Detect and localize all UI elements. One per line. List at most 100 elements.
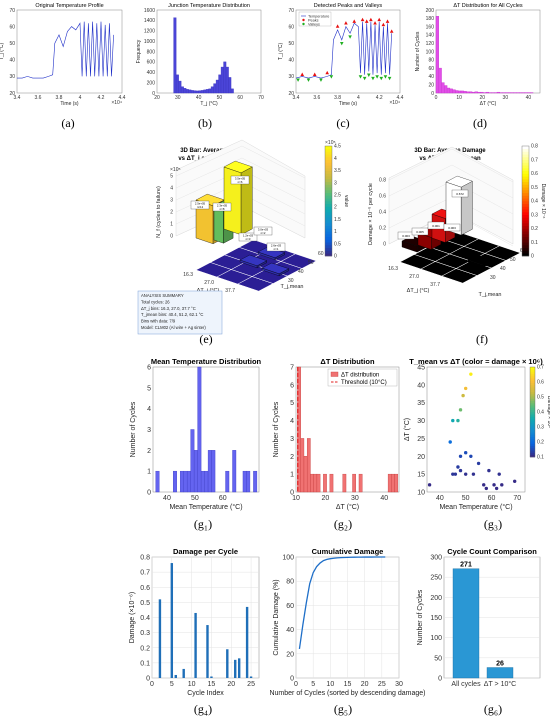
y-tick-label: 1 <box>147 469 151 476</box>
summary-line: T_jmean bins: 40.4, 51.2, 62.1 °C <box>141 312 203 317</box>
summary-line: ΔT_j bins: 16.3, 27.0, 37.7 °C <box>141 306 196 311</box>
histogram-bar <box>200 90 204 94</box>
damage-bar <box>237 658 241 678</box>
x-exponent-label: ×10⁴ <box>389 100 400 106</box>
colorbar-segment <box>530 398 535 402</box>
colorbar-segment <box>530 367 535 370</box>
colorbar-segment <box>522 148 529 152</box>
y-axis-label: Number of Cycles <box>130 401 137 457</box>
y-tick-label: 0.4 <box>140 615 150 622</box>
y-tick-label: 40 <box>298 269 304 275</box>
colorbar-segment <box>522 159 529 163</box>
bar-face-top <box>261 262 290 274</box>
histogram-bar <box>225 66 229 94</box>
colorbar-segment <box>325 184 332 188</box>
x-tick-label: 60 <box>219 495 227 502</box>
y-tick-label: 30 <box>288 74 294 80</box>
y-tick-label: 20 <box>428 83 434 89</box>
colorbar-segment <box>325 198 332 202</box>
bar-value-label: n=8 <box>220 207 225 211</box>
histogram-bar <box>197 366 202 493</box>
scatter-point <box>461 393 465 398</box>
y-tick-label: 60 <box>318 251 324 257</box>
bar-value-box <box>238 232 258 242</box>
histogram-bar <box>253 470 258 493</box>
peak-marker <box>352 19 357 23</box>
colorbar-segment <box>325 201 332 205</box>
colorbar-segment <box>530 414 535 417</box>
valley-marker <box>383 75 388 79</box>
bar-value-label: 0.005 <box>416 230 424 234</box>
peak-marker <box>335 24 340 28</box>
chart-cumulative-damage: Cumulative Damage 0 5 10 15 20 25 30 0 20 40 60 80 10… <box>269 547 425 697</box>
legend-label: Threshold (10°C) <box>341 380 387 386</box>
bar-value-label: 271 <box>460 562 472 569</box>
colorbar-segment <box>325 223 332 227</box>
histogram-bar <box>204 470 209 493</box>
colorbar-segment <box>530 412 535 415</box>
histogram-bar <box>207 450 212 493</box>
y-tick-label: 0 <box>290 676 294 683</box>
legend-label: Valleys <box>308 22 320 26</box>
legend-swatch <box>302 18 305 22</box>
x-axis-label: ΔT (°C) <box>480 101 497 107</box>
y-tick-label: 50 <box>288 41 294 47</box>
y-tick-label: 4 <box>147 406 151 413</box>
grid-line <box>241 145 306 179</box>
valley-marker <box>319 78 323 82</box>
y-tick-label: 0.6 <box>140 585 150 592</box>
bar-value-label: 0.003 <box>402 234 410 238</box>
histogram-bar <box>300 438 305 493</box>
colorbar-segment <box>530 418 535 422</box>
histogram-bar <box>466 91 470 94</box>
x-tick-label: 20 <box>479 95 485 101</box>
valley-marker <box>379 76 384 81</box>
y-tick-label: 40 <box>417 382 425 389</box>
colorbar-tick-label: 0.5 <box>334 241 341 247</box>
x-tick-label: 3.4 <box>14 95 21 101</box>
chart-title: Junction Temperature Distribution <box>168 3 250 9</box>
x-tick-label: 60 <box>237 95 243 101</box>
temperature-line <box>295 21 392 79</box>
colorbar-segment <box>530 452 535 456</box>
y-tick-label: 400 <box>147 70 156 76</box>
bar-value-label: 2.6e+03 <box>271 244 282 248</box>
colorbar-tick-label: 0.5 <box>531 185 538 191</box>
colorbar-tick-label: 3.5 <box>334 168 341 174</box>
colorbar-segment <box>522 162 529 166</box>
scatter-point <box>456 418 460 423</box>
colorbar-tick-label: 1.5 <box>334 217 341 223</box>
histogram-bar <box>323 473 327 493</box>
z-tick-label: 0.6 <box>379 194 386 200</box>
y-tick-label: 0.3 <box>140 630 150 637</box>
x-tick-label: 40 <box>163 495 171 502</box>
count-bar <box>452 568 480 679</box>
colorbar-segment <box>530 441 535 444</box>
x-tick-label: 10 <box>456 95 462 101</box>
histogram-bar <box>215 79 219 94</box>
colorbar-segment <box>522 181 529 185</box>
histogram-bar <box>474 91 478 94</box>
bar-value-box <box>190 200 210 210</box>
valley-marker <box>339 42 344 46</box>
bar-value-label: 0.672 <box>456 192 464 196</box>
chart-title: Cycle Count Comparison <box>447 547 537 556</box>
histogram-bar <box>480 91 484 94</box>
colorbar-segment <box>530 373 535 377</box>
y-tick-label: 80 <box>428 58 434 64</box>
caption-f: (f) <box>476 332 488 346</box>
y-tick-label: 4 <box>290 418 294 425</box>
y-tick-label: 40 <box>286 627 294 634</box>
legend-label: Temperature <box>308 14 329 18</box>
bar-value-label: n=6 <box>238 180 243 184</box>
colorbar-segment <box>325 165 332 169</box>
colorbar-segment <box>325 212 332 216</box>
scatter-point <box>427 483 432 487</box>
chart-title: Detected Peaks and Valleys <box>314 3 383 9</box>
colorbar-segment <box>522 209 529 213</box>
y-axis-label: Damage (×10⁻⁶) <box>129 592 136 644</box>
histogram-bar <box>441 82 445 94</box>
bar-value-label: 3.0e+03 <box>258 228 269 232</box>
colorbar-segment <box>325 231 332 235</box>
x-axis-label: Mean Temperature (°C) <box>439 503 512 511</box>
